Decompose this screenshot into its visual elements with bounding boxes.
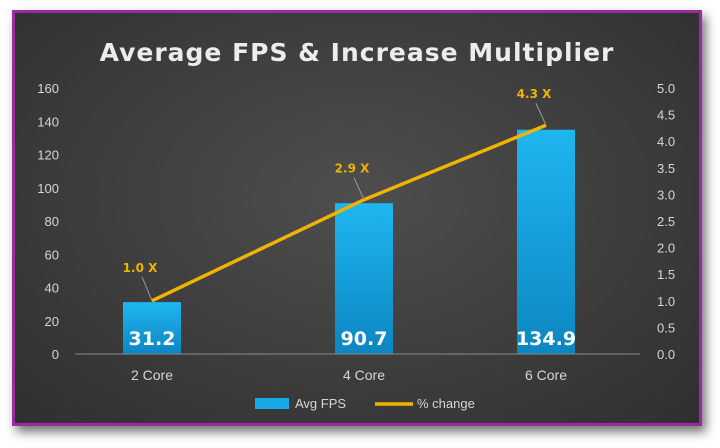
line-data-label: 1.0 X — [123, 261, 158, 275]
y-right-tick-label: 3.0 — [657, 187, 675, 202]
chart-title: Average FPS & Increase Multiplier — [100, 38, 615, 67]
y-left-tick-label: 20 — [45, 314, 59, 329]
y-right-tick-label: 1.5 — [657, 267, 675, 282]
legend-label: Avg FPS — [295, 396, 346, 411]
y-left-tick-label: 120 — [37, 148, 59, 163]
chart-frame: Average FPS & Increase Multiplier 0 20 40 6… — [12, 10, 702, 426]
x-tick-label: 6 Core — [525, 367, 567, 383]
y-right-tick-label: 3.5 — [657, 161, 675, 176]
bar — [517, 129, 575, 354]
y-left-tick-label: 60 — [45, 247, 59, 262]
bar-data-label: 31.2 — [129, 328, 176, 350]
y-right-tick-label: 1.0 — [657, 294, 675, 309]
y-right-tick-label: 2.5 — [657, 214, 675, 229]
y-right-tick-label: 0.5 — [657, 320, 675, 335]
legend-swatch-bar — [255, 398, 289, 409]
bar — [123, 302, 181, 354]
line-label-leader — [353, 177, 365, 200]
line-data-label: 4.3 X — [517, 87, 552, 101]
y-left-tick-label: 80 — [45, 214, 59, 229]
legend-label: % change — [417, 396, 475, 411]
line-label-leader — [141, 276, 153, 301]
y-left-tick-label: 140 — [37, 114, 59, 129]
y-left-tick-label: 40 — [45, 281, 59, 296]
y-right-tick-label: 5.0 — [657, 81, 675, 96]
line-label-leader — [535, 103, 547, 126]
x-tick-label: 4 Core — [343, 367, 385, 383]
bar-data-label: 134.9 — [516, 328, 576, 350]
y-left-tick-label: 0 — [52, 347, 59, 362]
y-left-tick-label: 100 — [37, 181, 59, 196]
bar — [335, 203, 393, 354]
x-tick-label: 2 Core — [131, 367, 173, 383]
bar-data-label: 90.7 — [341, 328, 388, 350]
y-left-tick-label: 160 — [37, 81, 59, 96]
y-right-tick-label: 0.0 — [657, 347, 675, 362]
chart: Average FPS & Increase Multiplier 0 20 40 6… — [37, 38, 675, 411]
line-data-label: 2.9 X — [335, 162, 370, 176]
y-right-tick-label: 4.5 — [657, 108, 675, 123]
plot-area: 0 20 40 60 80 100 120 140 160 0.0 0.5 1.0 1.5 2.0 2.5 3… — [37, 81, 675, 411]
y-right-tick-label: 4.0 — [657, 134, 675, 149]
y-right-tick-label: 2.0 — [657, 241, 675, 256]
